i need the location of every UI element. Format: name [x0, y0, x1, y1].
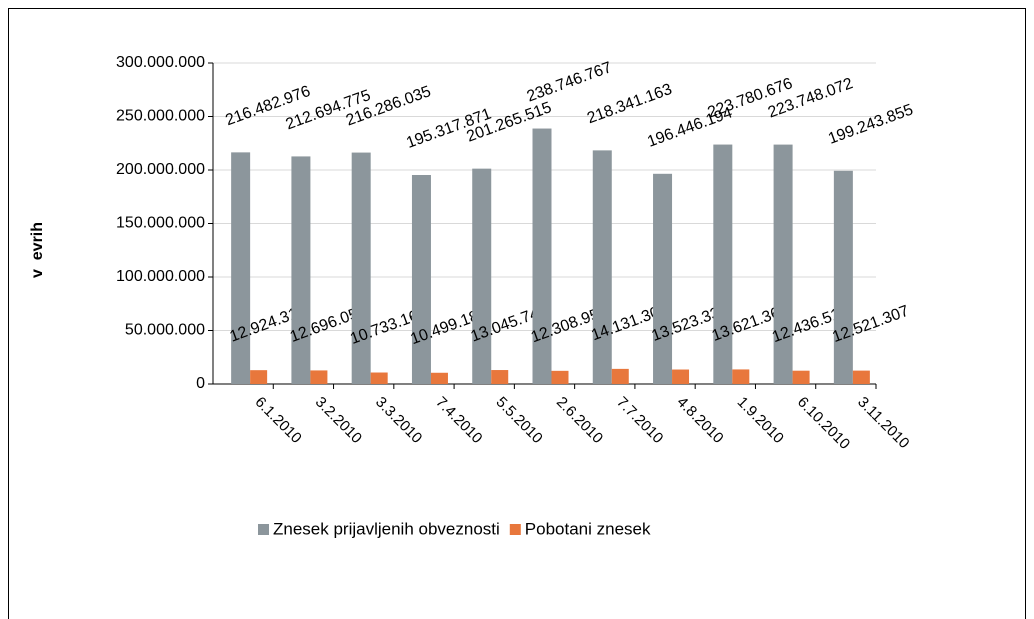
bar	[472, 168, 492, 384]
bar	[852, 370, 870, 384]
bar	[532, 128, 552, 384]
bar	[551, 370, 569, 384]
bar	[732, 369, 750, 384]
bar	[672, 369, 690, 384]
bar	[310, 370, 328, 384]
y-tick-label: 200.000.000	[116, 161, 205, 178]
legend-swatch	[258, 524, 269, 535]
y-axis-title: v evrih	[29, 222, 46, 278]
bar	[250, 370, 268, 384]
bar	[351, 152, 371, 384]
bar	[491, 370, 509, 384]
chart-border	[8, 8, 1026, 619]
y-tick-label: 100.000.000	[116, 268, 205, 285]
bar	[411, 175, 431, 384]
y-tick-label: 150.000.000	[116, 215, 205, 232]
legend-label: Znesek prijavljenih obveznosti	[273, 519, 500, 538]
bar	[430, 372, 448, 384]
bar	[713, 144, 733, 384]
bar	[592, 150, 612, 384]
bar	[653, 173, 673, 384]
y-tick-label: 0	[196, 375, 205, 392]
bar	[231, 152, 251, 384]
legend-label: Pobotani znesek	[525, 519, 651, 538]
bar	[291, 156, 311, 384]
bar	[792, 370, 810, 384]
bar	[833, 170, 853, 384]
bar	[773, 144, 793, 384]
y-tick-label: 250.000.000	[116, 108, 205, 125]
bar	[611, 368, 629, 384]
bar	[370, 372, 388, 384]
y-tick-label: 50.000.000	[125, 322, 205, 339]
legend-swatch	[509, 524, 521, 535]
y-tick-label: 300.000.000	[116, 54, 205, 71]
